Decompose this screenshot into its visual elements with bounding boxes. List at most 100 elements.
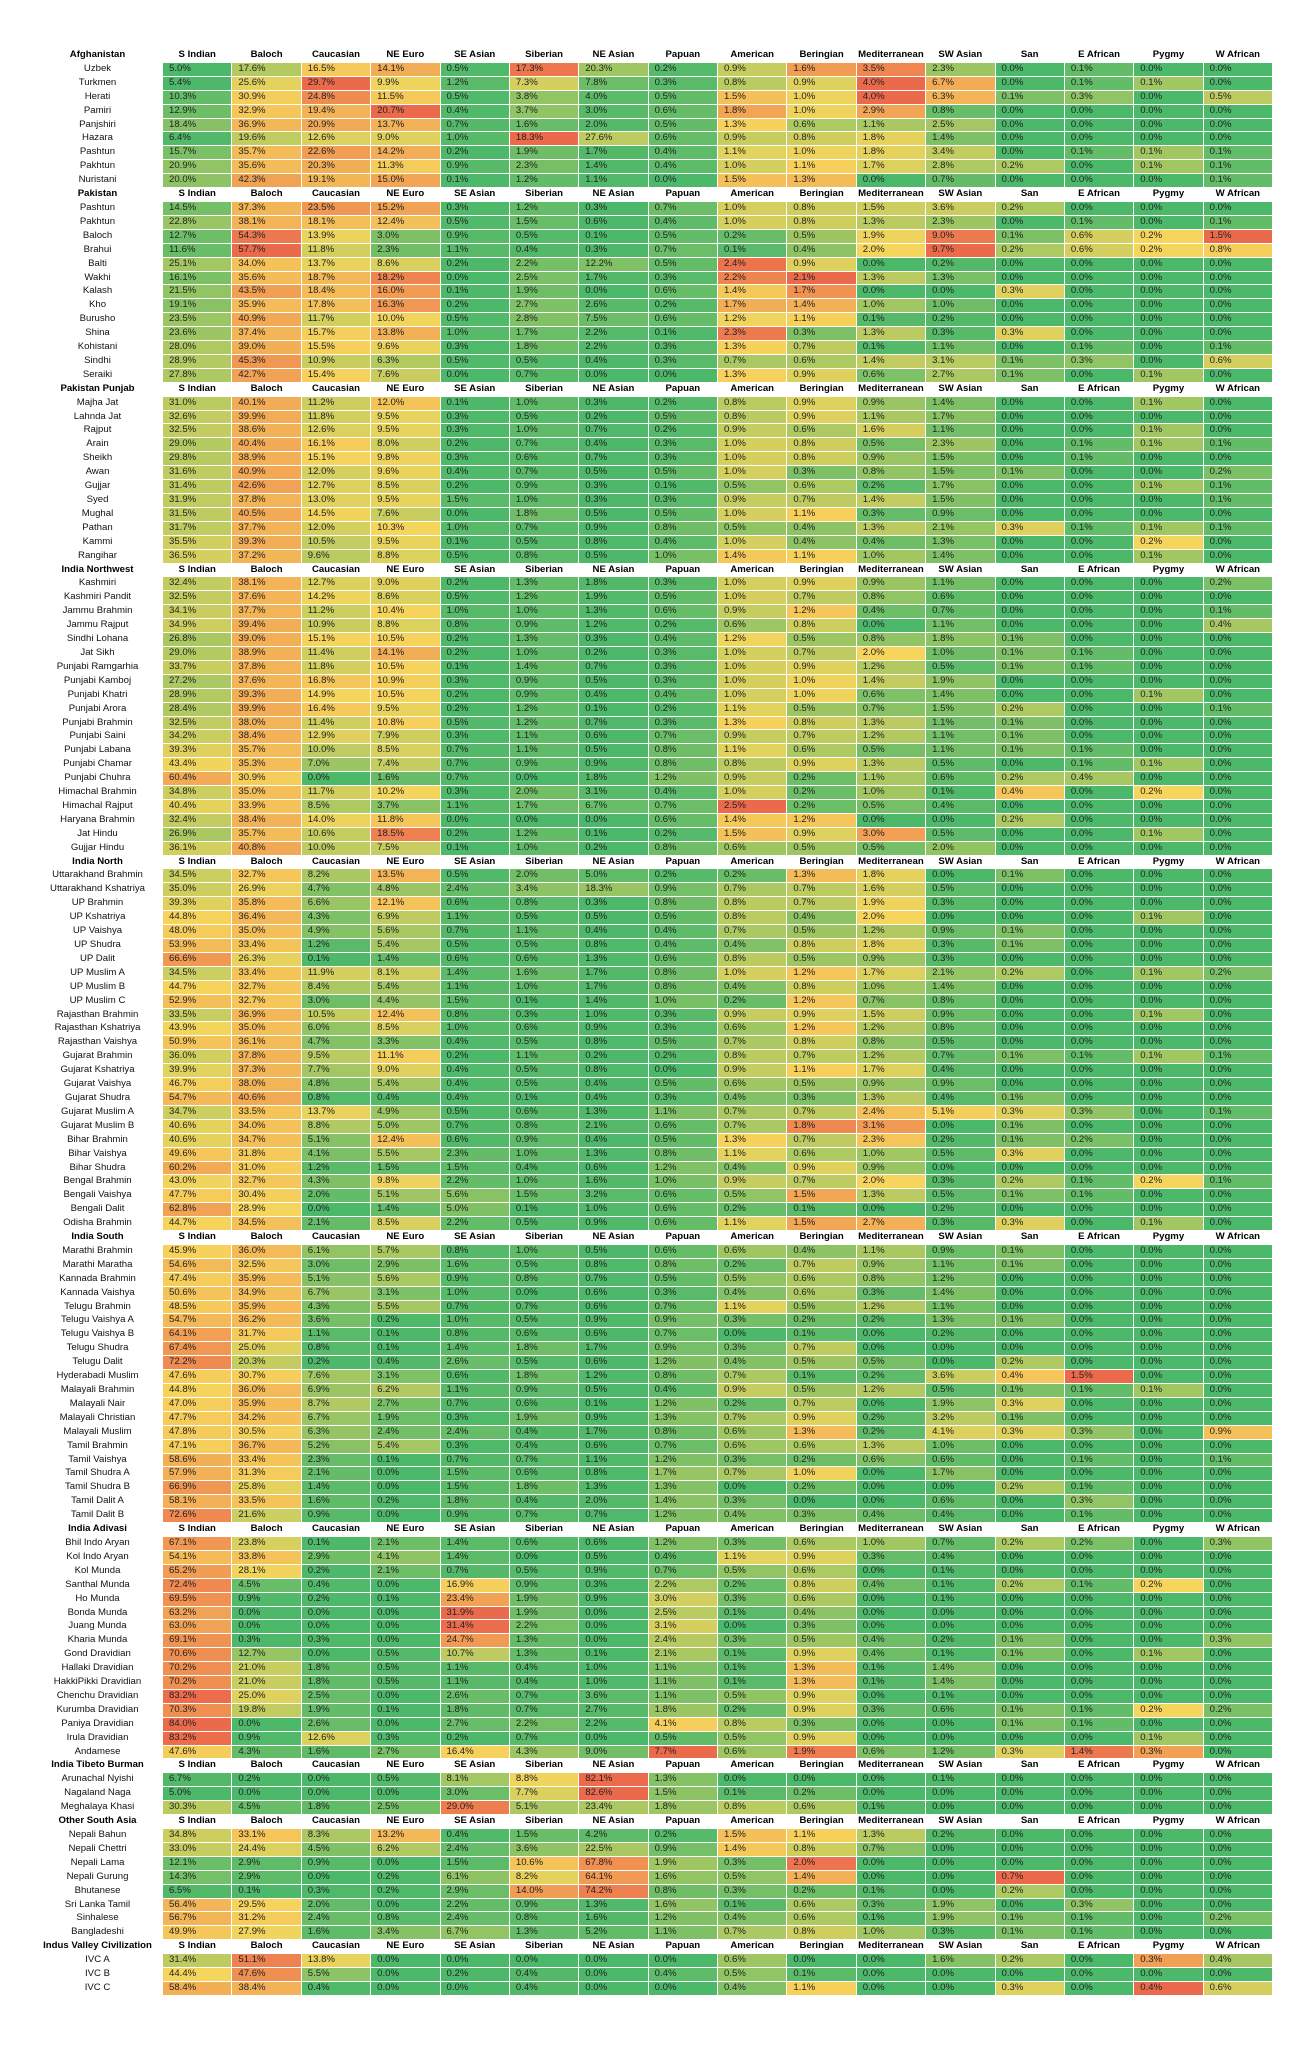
value-cell: 0.6%: [1063, 242, 1135, 258]
value-cell: 13.8%: [370, 326, 441, 342]
value-cell: 0.0%: [1202, 534, 1274, 550]
value-cell: 0.0%: [994, 451, 1065, 467]
value-cell: 20.3%: [231, 1355, 302, 1371]
value-cell: 0.6%: [786, 1897, 857, 1913]
value-cell: 1.2%: [300, 1160, 372, 1176]
population-row: Punjabi Kamboj 27.2% 37.6% 16.8% 10.9% 0.3% 0.…: [32, 673, 1274, 689]
value-cell: 0.8%: [647, 1883, 719, 1899]
value-cell: 2.2%: [716, 270, 788, 286]
value-cell: 1.1%: [925, 618, 996, 634]
value-cell: 12.2%: [578, 256, 649, 272]
value-cell: 1.7%: [925, 409, 996, 425]
value-cell: 1.5%: [1202, 228, 1274, 244]
value-cell: 0.0%: [439, 812, 510, 828]
value-cell: 1.5%: [786, 1188, 857, 1204]
value-cell: 0.0%: [1063, 632, 1135, 647]
value-cell: 3.1%: [855, 1118, 927, 1134]
value-cell: 38.4%: [231, 1980, 302, 1996]
population-row: Punjabi Chuhra 60.4% 30.9% 0.0% 1.6% 0.7% 0.0%…: [32, 771, 1274, 787]
value-cell: 0.4%: [578, 687, 649, 703]
value-cell: 35.0%: [161, 882, 233, 898]
population-label: IVC B: [32, 1967, 163, 1982]
value-cell: 32.5%: [161, 423, 233, 439]
value-cell: 5.6%: [370, 924, 441, 939]
value-cell: 0.5%: [439, 89, 510, 105]
value-cell: 3.6%: [925, 1369, 996, 1384]
value-cell: 0.9%: [855, 576, 927, 592]
value-cell: 2.3%: [855, 1132, 927, 1148]
column-header: Papuan: [647, 381, 719, 397]
value-cell: 53.9%: [161, 938, 233, 953]
value-cell: 0.0%: [716, 1480, 788, 1496]
value-cell: 0.7%: [855, 701, 927, 717]
value-cell: 0.7%: [786, 1341, 857, 1357]
value-cell: 3.3%: [370, 1035, 441, 1051]
value-cell: 0.0%: [1202, 256, 1274, 272]
value-cell: 11.8%: [300, 242, 372, 258]
value-cell: 0.0%: [1202, 1925, 1274, 1941]
value-cell: 0.1%: [1063, 75, 1135, 91]
value-cell: 0.5%: [647, 465, 719, 481]
value-cell: 0.0%: [994, 437, 1065, 453]
value-cell: 0.8%: [786, 451, 857, 467]
value-cell: 1.7%: [578, 145, 649, 161]
value-cell: 1.3%: [786, 1424, 857, 1440]
value-cell: 0.0%: [1063, 840, 1135, 856]
value-cell: 0.0%: [578, 1953, 649, 1969]
value-cell: 1.9%: [508, 1605, 580, 1621]
column-header: Caucasian: [300, 48, 372, 63]
value-cell: 31.7%: [231, 1327, 302, 1343]
value-cell: 0.0%: [855, 1396, 927, 1412]
column-header: W African: [1202, 381, 1274, 397]
value-cell: 0.8%: [647, 1424, 719, 1440]
value-cell: 0.0%: [994, 896, 1065, 912]
value-cell: 0.0%: [1133, 200, 1204, 216]
population-row: Punjabi Labana 39.3% 35.7% 10.0% 8.5% 0.7% 1.1…: [32, 743, 1274, 759]
value-cell: 0.9%: [439, 1508, 510, 1524]
column-header: NE Euro: [370, 1230, 441, 1245]
value-cell: 36.1%: [161, 840, 233, 856]
value-cell: 0.6%: [786, 1591, 857, 1607]
value-cell: 0.1%: [994, 1090, 1065, 1106]
value-cell: 0.2%: [786, 1452, 857, 1468]
value-cell: 0.5%: [370, 1661, 441, 1677]
population-label: Nepali Gurung: [32, 1869, 163, 1885]
value-cell: 5.4%: [370, 979, 441, 995]
value-cell: 0.6%: [647, 604, 719, 620]
population-row: Kho 19.1% 35.9% 17.8% 16.3% 0.2% 2.7% 2.6% 0.2% 1…: [32, 298, 1274, 314]
value-cell: 0.8%: [786, 1841, 857, 1857]
value-cell: 14.9%: [300, 687, 372, 703]
value-cell: 0.4%: [855, 1577, 927, 1593]
value-cell: 0.0%: [1202, 910, 1274, 926]
value-cell: 62.8%: [161, 1202, 233, 1218]
population-label: Rajasthan Kshatriya: [32, 1021, 163, 1037]
value-cell: 0.5%: [647, 506, 719, 522]
value-cell: 33.4%: [231, 965, 302, 981]
population-label: Punjabi Chuhra: [32, 771, 163, 787]
value-cell: 0.0%: [1133, 1925, 1204, 1941]
value-cell: 0.5%: [578, 548, 649, 564]
value-cell: 0.3%: [925, 1216, 996, 1232]
value-cell: 0.0%: [1063, 1800, 1135, 1816]
value-cell: 0.9%: [786, 1549, 857, 1565]
value-cell: 3.1%: [647, 1619, 719, 1635]
value-cell: 0.0%: [1133, 938, 1204, 953]
population-row: Gujarat Brahmin 36.0% 37.8% 9.5% 11.1% 0.2% 1.…: [32, 1049, 1274, 1065]
value-cell: 2.1%: [300, 1216, 372, 1232]
value-cell: 0.0%: [1202, 312, 1274, 328]
value-cell: 0.0%: [1202, 1216, 1274, 1232]
column-header: Caucasian: [300, 1230, 372, 1245]
value-cell: 0.6%: [716, 618, 788, 634]
value-cell: 0.3%: [1063, 1104, 1135, 1120]
column-header: Mediterranean: [855, 1814, 927, 1829]
value-cell: 2.0%: [508, 785, 580, 800]
value-cell: 0.3%: [647, 715, 719, 731]
value-cell: 9.0%: [925, 228, 996, 244]
value-cell: 0.3%: [786, 1090, 857, 1106]
value-cell: 70.6%: [161, 1647, 233, 1663]
value-cell: 27.2%: [161, 673, 233, 689]
value-cell: 47.1%: [161, 1438, 233, 1454]
value-cell: 0.6%: [716, 1077, 788, 1092]
value-cell: 0.0%: [994, 506, 1065, 522]
value-cell: 0.0%: [1202, 1355, 1274, 1371]
